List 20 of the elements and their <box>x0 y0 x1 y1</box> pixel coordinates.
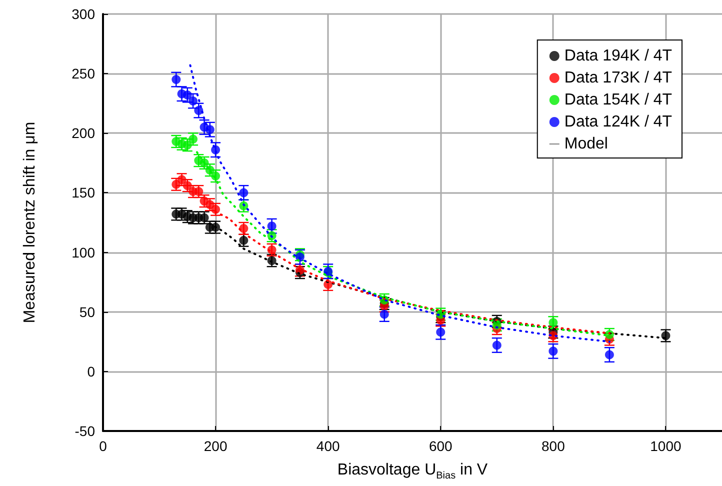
x-tick-label: 0 <box>99 438 108 454</box>
x-tick-label: 1000 <box>650 438 682 454</box>
legend-label: Data 124K / 4T <box>564 114 672 130</box>
x-tick-label: 200 <box>204 438 228 454</box>
y-tick-label: 200 <box>72 125 96 142</box>
y-tick-label: 50 <box>79 304 96 320</box>
y-tick-label: 100 <box>72 244 96 260</box>
legend-label: Data 194K / 4T <box>564 48 672 64</box>
x-tick-label: 400 <box>316 438 340 454</box>
y-axis-title: Measured lorentz shift in μm <box>22 122 38 324</box>
legend-label: Model <box>564 136 608 152</box>
x-tick-label: 800 <box>542 438 566 454</box>
y-tick-label: 0 <box>87 363 96 380</box>
y-tick-label: 150 <box>72 184 96 201</box>
x-tick-label: 600 <box>428 438 453 454</box>
y-tick-label: -50 <box>74 423 96 439</box>
y-tick-label: 300 <box>72 6 96 22</box>
y-tick-label: 250 <box>72 66 96 82</box>
legend-label: Data 154K / 4T <box>564 92 672 108</box>
legend-label: Data 173K / 4T <box>564 70 672 86</box>
